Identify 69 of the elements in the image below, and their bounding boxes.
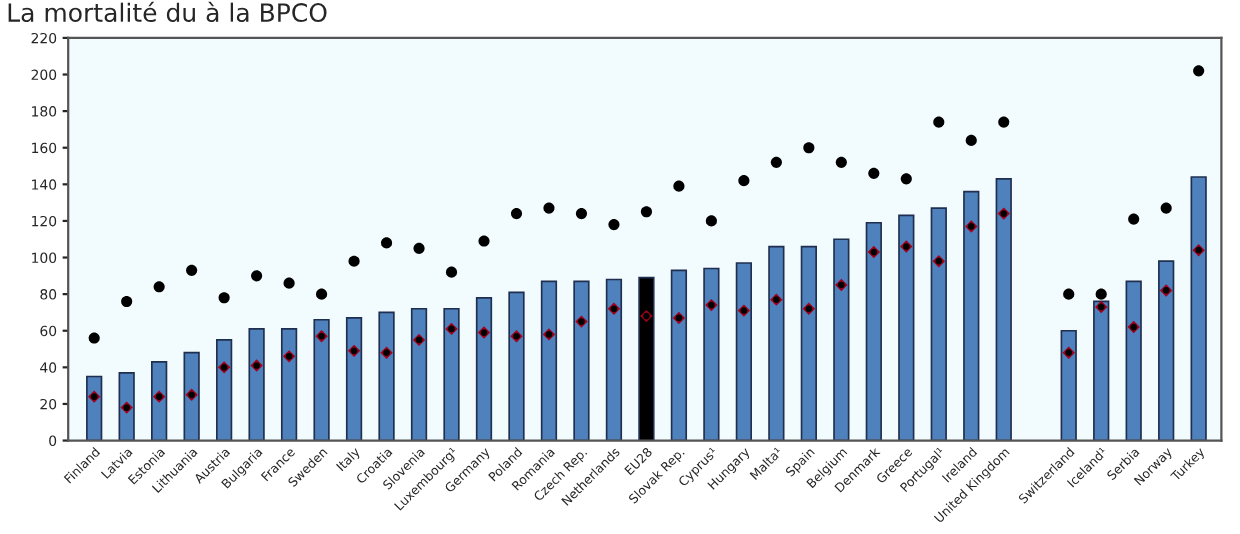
bar — [995, 178, 1012, 441]
point — [770, 156, 782, 168]
point — [1193, 65, 1205, 77]
point — [543, 202, 555, 214]
bar — [768, 245, 785, 441]
point — [640, 206, 652, 218]
point — [186, 264, 198, 276]
point — [478, 235, 490, 247]
bar — [313, 318, 330, 441]
point — [705, 215, 717, 227]
bar — [1158, 260, 1175, 441]
bar — [1093, 300, 1110, 441]
bar — [735, 262, 753, 441]
point — [251, 270, 263, 282]
bar — [1125, 280, 1142, 441]
point — [445, 266, 458, 278]
bar — [573, 280, 590, 441]
bar — [151, 361, 168, 441]
point — [965, 134, 977, 146]
bar — [833, 238, 850, 441]
bar — [540, 280, 558, 441]
bar — [118, 371, 135, 441]
point — [1160, 202, 1172, 214]
point — [88, 332, 100, 344]
point — [348, 255, 360, 267]
point — [121, 295, 133, 308]
bar — [670, 269, 688, 441]
bar — [215, 339, 233, 441]
point — [673, 180, 685, 192]
bar — [800, 245, 817, 441]
point — [153, 281, 165, 293]
bar — [930, 207, 947, 441]
bar — [86, 375, 103, 441]
point — [316, 288, 328, 300]
point — [900, 173, 912, 185]
point — [413, 242, 425, 254]
bar — [898, 214, 915, 441]
point — [738, 175, 750, 187]
point — [998, 116, 1010, 128]
point — [1095, 288, 1107, 300]
point — [575, 208, 588, 220]
bar — [703, 267, 720, 441]
bar — [1190, 176, 1207, 441]
bar — [475, 296, 493, 441]
point — [835, 156, 847, 168]
point — [218, 292, 230, 304]
bar — [410, 307, 428, 441]
bar — [345, 317, 363, 441]
point — [803, 142, 815, 154]
point — [380, 237, 393, 249]
point — [510, 208, 523, 220]
bar — [378, 311, 395, 441]
bar — [508, 291, 525, 441]
bar — [248, 328, 265, 441]
point — [608, 219, 620, 231]
bar — [638, 276, 655, 441]
point — [283, 277, 295, 289]
point — [1128, 213, 1140, 225]
bar — [605, 278, 623, 441]
bar — [183, 351, 200, 441]
chart-title: La mortalité du à la BPCO — [8, 1, 327, 23]
point — [868, 167, 880, 179]
bar — [443, 307, 460, 441]
point — [1063, 288, 1075, 300]
bar — [280, 328, 298, 441]
bar — [963, 190, 980, 441]
bar — [1060, 329, 1077, 441]
bar — [865, 221, 882, 441]
point — [933, 116, 945, 128]
